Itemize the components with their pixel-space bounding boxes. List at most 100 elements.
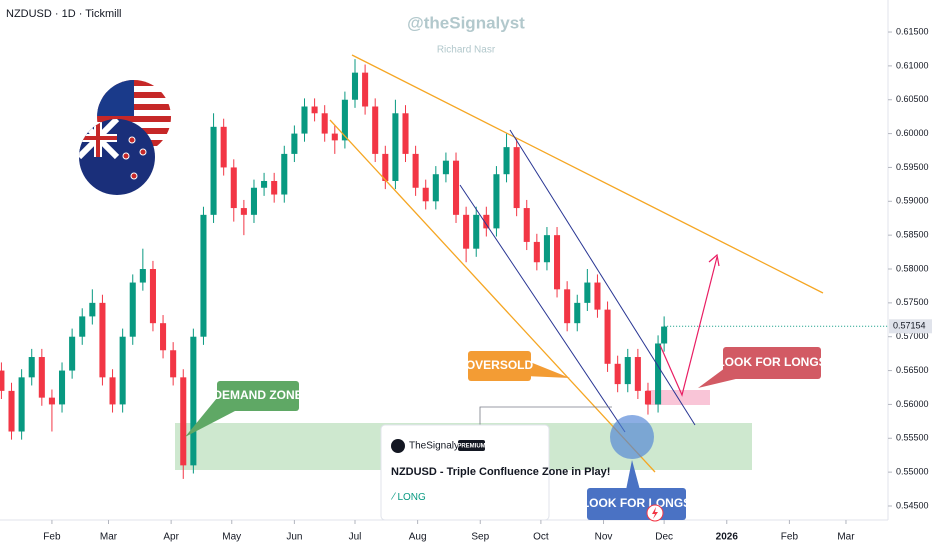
y-tick-label: 0.61500 (896, 26, 929, 36)
y-tick-label: 0.58500 (896, 230, 929, 240)
confluence-circle (610, 415, 654, 459)
badge-box (458, 440, 485, 451)
candle-body (119, 336, 126, 405)
candle-body (18, 377, 25, 432)
candle-body (513, 147, 520, 209)
candle-body (634, 357, 641, 391)
candle-body (564, 289, 571, 324)
candle-body (412, 153, 419, 188)
candle-body (574, 302, 581, 324)
card-badge: PREMIUM (457, 444, 485, 450)
x-tick-label: Apr (163, 532, 179, 543)
candle-body (79, 316, 86, 337)
candle-body (200, 214, 207, 337)
candle-body (473, 214, 480, 249)
last-price-box (889, 319, 932, 334)
candle-body (139, 269, 146, 283)
candle-body (463, 214, 470, 249)
candle-body (99, 302, 106, 378)
candle-body (89, 302, 96, 317)
candle-body (392, 113, 399, 181)
longs-label-box (723, 347, 821, 379)
candle-body (160, 323, 167, 351)
y-tick-label: 0.55500 (896, 433, 929, 443)
candle-body (149, 269, 156, 324)
candle-body (624, 357, 631, 385)
candle-body (661, 326, 668, 344)
candle-body (655, 343, 662, 405)
candle-body (301, 106, 308, 134)
candle-body (594, 282, 601, 310)
candle-body (644, 390, 651, 405)
y-tick-label: 0.59000 (896, 196, 929, 206)
x-tick-label: Sep (471, 532, 489, 543)
candle-body (533, 241, 540, 263)
candle-body (554, 235, 561, 290)
x-tick-label: Nov (595, 532, 613, 543)
trendline-lower (329, 119, 656, 473)
candle-body (614, 363, 621, 385)
candle-body (58, 370, 66, 405)
card-author[interactable]: TheSignalyst (409, 441, 467, 452)
idea-card[interactable] (380, 424, 550, 521)
candle-body (422, 187, 429, 202)
longs-label: LOOK FOR LONGS (717, 355, 826, 369)
candle-body (261, 180, 268, 188)
longs-bottom-label: LOOK FOR LONGS (582, 496, 691, 510)
y-tick-label: 0.60500 (896, 94, 929, 104)
projection (659, 256, 718, 397)
x-tick-label: Feb (43, 532, 61, 543)
trendline-upper (351, 54, 824, 294)
projection-arrow (708, 253, 720, 267)
channel-upper (509, 129, 696, 426)
author-avatar (391, 439, 405, 453)
oversold-label: OVERSOLD (466, 358, 534, 372)
candle-body (8, 390, 15, 432)
nz-flag (79, 119, 155, 195)
last-price-label: 0.57154 (893, 321, 926, 331)
candle-body (372, 106, 379, 154)
candle-body (442, 160, 449, 175)
demand-label: DEMAND ZONE (213, 388, 302, 402)
candle-body (38, 357, 45, 398)
x-tick-label: Jul (349, 532, 362, 543)
x-tick-label: Aug (409, 532, 427, 543)
candle-body (48, 397, 55, 405)
card-headline[interactable]: NZDUSD - Triple Confluence Zone in Play! (391, 466, 610, 478)
y-tick-label: 0.56000 (896, 399, 929, 409)
x-tick-label: 2026 (716, 532, 739, 543)
candle-body (402, 113, 409, 154)
candle-body (291, 133, 298, 154)
candle-body (503, 147, 510, 175)
candle-body (362, 72, 369, 107)
symbol-title: NZDUSD · 1D · Tickmill (6, 8, 122, 20)
watermark: @theSignalyst (407, 13, 525, 32)
candle-body (180, 377, 187, 466)
candle-body (190, 336, 197, 466)
longs-bottom-pointer (626, 460, 640, 490)
candle-body (351, 72, 359, 100)
candle-body (331, 133, 338, 141)
connector (479, 406, 612, 425)
candle-body (604, 309, 611, 364)
candle-body (382, 153, 389, 181)
y-tick-label: 0.55000 (896, 467, 929, 477)
candle-body (543, 235, 550, 263)
candle-body (452, 160, 460, 215)
candle-body (129, 282, 136, 337)
card-direction: ⁄ LONG (390, 492, 426, 503)
candle-body (109, 377, 116, 405)
y-tick-label: 0.57500 (896, 297, 929, 307)
x-tick-label: Dec (655, 532, 673, 543)
candle-body (281, 153, 288, 195)
watermark-author: Richard Nasr (437, 45, 496, 56)
lightning-bolt (652, 507, 658, 519)
x-tick-label: Feb (781, 532, 799, 543)
candles (0, 59, 668, 479)
candle-body (250, 187, 258, 215)
candle-body (493, 174, 500, 229)
candle-body (584, 282, 591, 303)
oversold-label-box (468, 351, 531, 381)
